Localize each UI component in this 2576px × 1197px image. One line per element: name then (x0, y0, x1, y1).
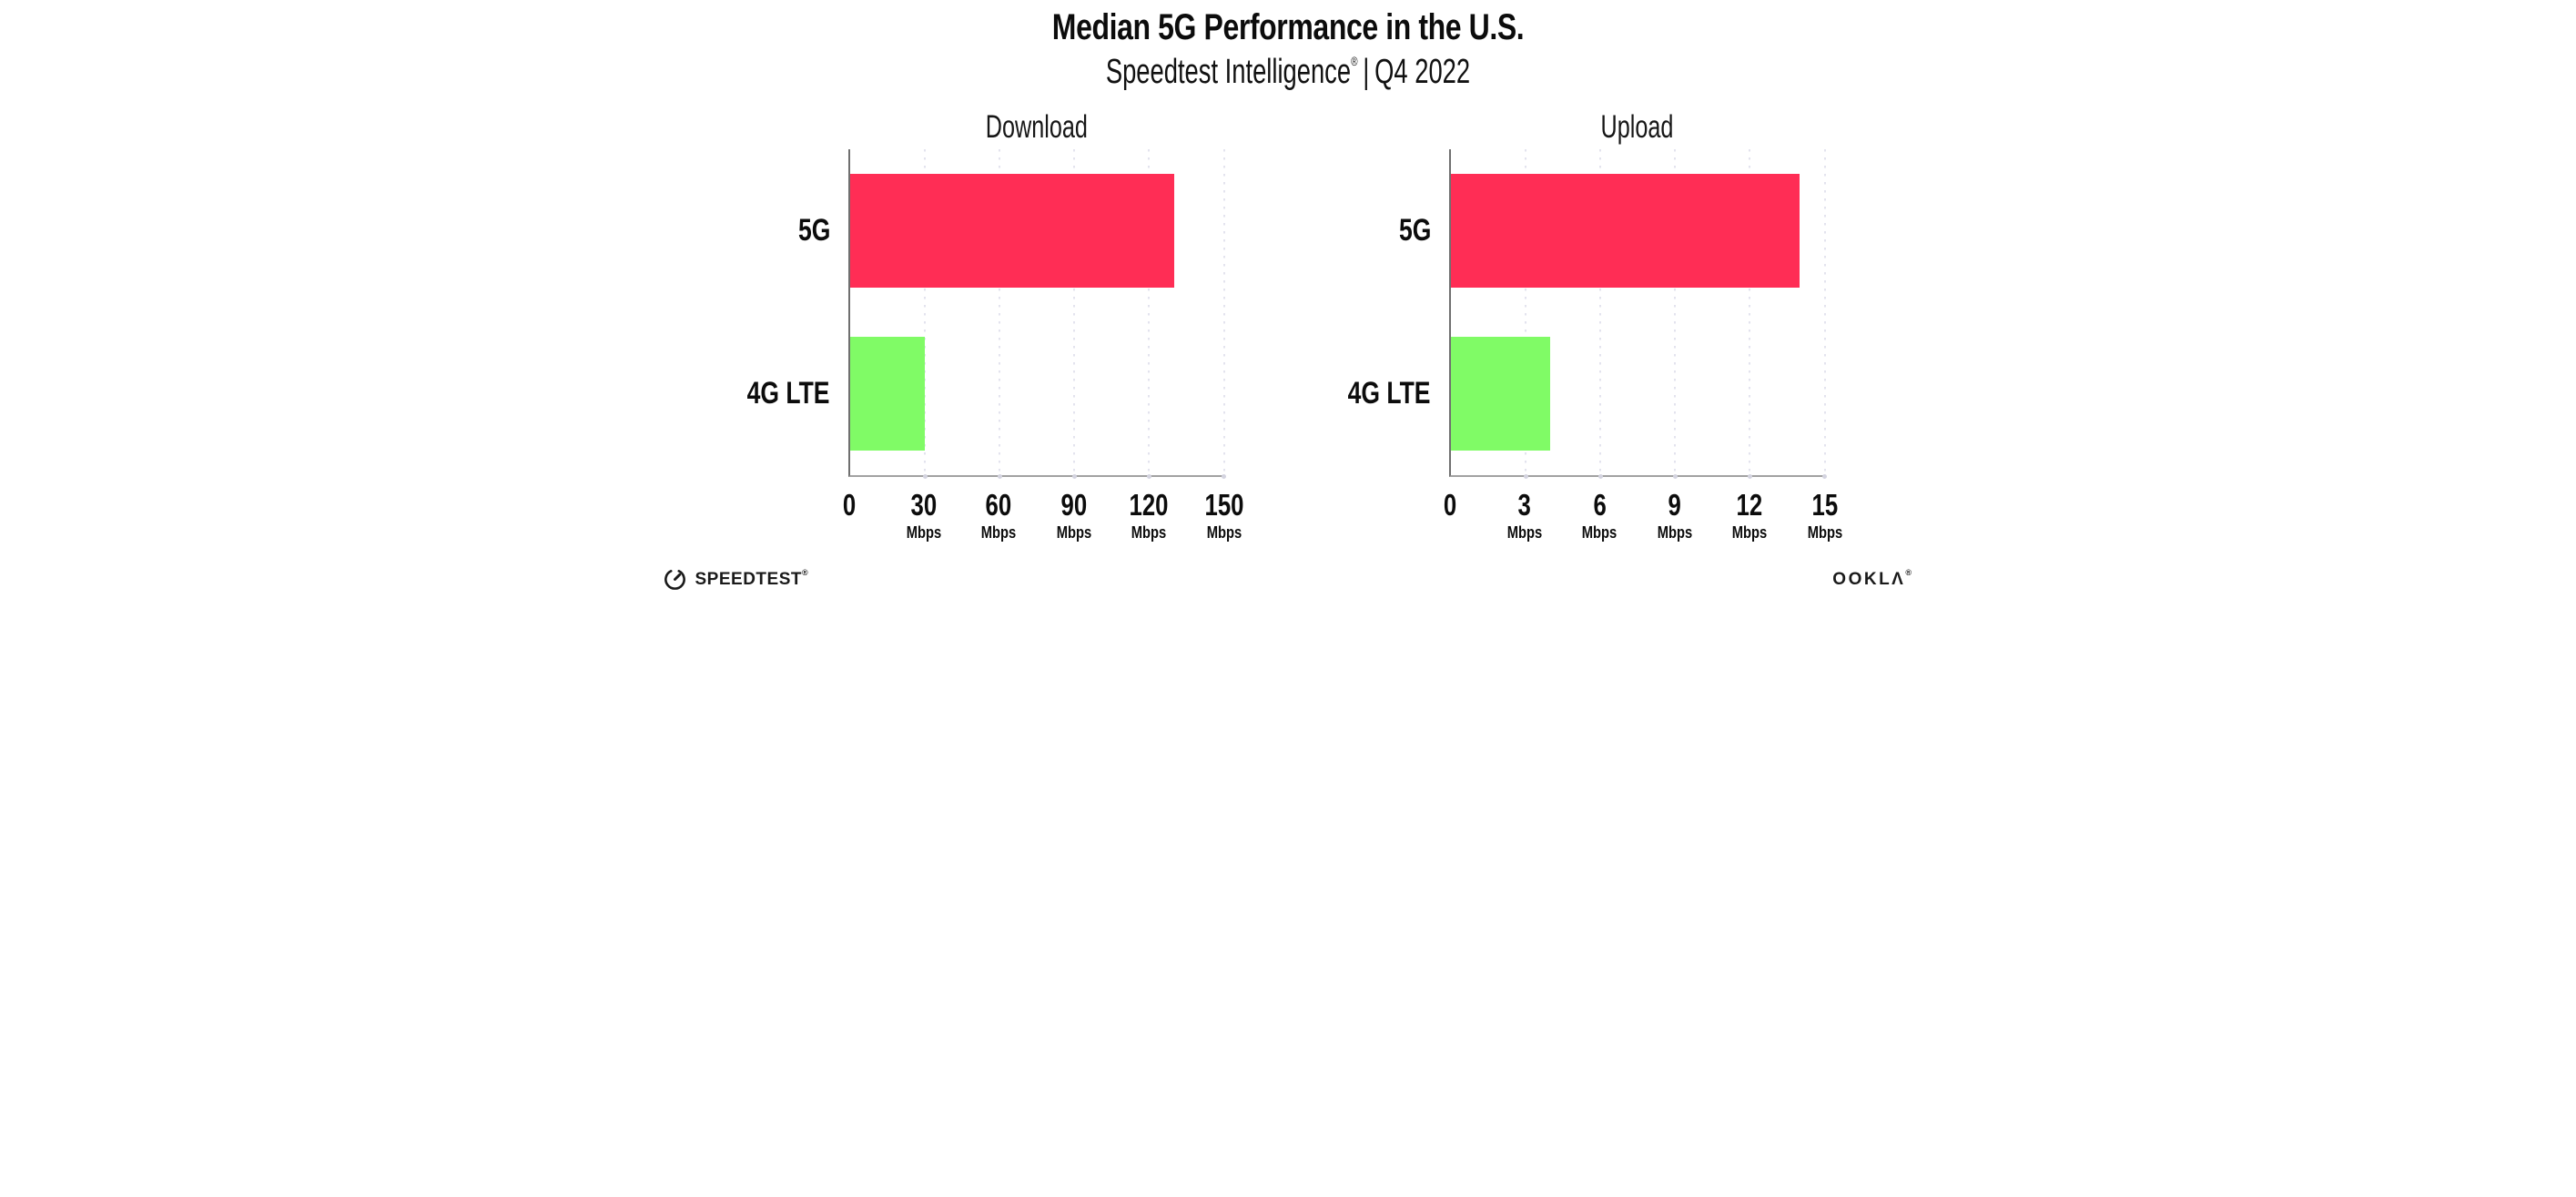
x-tick-value: 0 (1443, 488, 1456, 522)
x-tick-value: 60 (985, 488, 1012, 522)
x-tick-value: 90 (1060, 488, 1088, 522)
x-tick-value: 9 (1668, 488, 1681, 522)
plot-area (847, 149, 1226, 479)
gridline-60 (997, 149, 1002, 479)
registered-mark-icon: ® (1905, 567, 1914, 577)
gridline-30 (922, 149, 928, 479)
bar-4g-lte-download (849, 336, 925, 451)
x-tick-unit: Mbps (1582, 523, 1618, 542)
x-tick-3: 3 Mbps (1503, 490, 1546, 543)
page-title: Median 5G Performance in the U.S. (1051, 7, 1525, 47)
x-tick-unit: Mbps (906, 523, 942, 542)
ookla-logo: OOKLΛ® (1832, 567, 1914, 589)
category-band-5g (1450, 149, 1825, 312)
x-tick-unit: Mbps (1506, 523, 1543, 542)
x-tick-0: 0 (840, 490, 857, 520)
gridline-90 (1071, 149, 1077, 479)
x-tick-9: 9 Mbps (1653, 490, 1696, 543)
speedtest-logo: SPEEDTEST® (663, 567, 809, 592)
gridline-12 (1747, 149, 1752, 479)
download-chart-title: Download (985, 109, 1088, 145)
x-tick-12: 12 Mbps (1729, 490, 1771, 543)
category-band-4g-lte (849, 312, 1224, 475)
gridline-3 (1523, 149, 1528, 479)
x-tick-value: 150 (1204, 488, 1243, 522)
header: Median 5G Performance in the U.S. Speedt… (644, 7, 1932, 92)
x-tick-unit: Mbps (1131, 523, 1167, 542)
x-tick-6: 6 Mbps (1578, 490, 1621, 543)
speedtest-logo-text: SPEEDTEST® (695, 567, 809, 589)
x-tick-value: 15 (1811, 488, 1838, 522)
bar-5g-upload (1450, 173, 1800, 289)
x-tick-15: 15 Mbps (1803, 490, 1846, 543)
x-tick-value: 6 (1593, 488, 1607, 522)
x-tick-unit: Mbps (1056, 523, 1091, 542)
x-tick-value: 12 (1736, 488, 1763, 522)
x-tick-120: 120 Mbps (1124, 490, 1174, 543)
x-tick-150: 150 Mbps (1199, 490, 1249, 543)
x-tick-value: 120 (1129, 488, 1169, 522)
category-label-5g: 5G (797, 213, 830, 248)
x-tick-30: 30 Mbps (902, 490, 945, 543)
bar-5g-download (849, 173, 1174, 289)
page-subtitle: Speedtest Intelligence® | Q4 2022 (644, 53, 1932, 92)
x-tick-unit: Mbps (981, 523, 1017, 542)
upload-chart: Upload 5G 4G LTE 0 3 Mbps 6 Mbps 9 Mbps 12 Mbps 15… (1282, 109, 1842, 555)
charts-row: Download 5G 4G LTE 0 30 Mbps 60 Mbps 90 Mbps 120… (681, 109, 1842, 555)
x-tick-value: 3 (1517, 488, 1532, 522)
x-tick-90: 90 Mbps (1052, 490, 1095, 543)
category-label-4g-lte: 4G LTE (747, 376, 830, 411)
x-tick-unit: Mbps (1731, 523, 1768, 542)
gridline-6 (1597, 149, 1603, 479)
plot-area (1448, 149, 1827, 479)
x-tick-60: 60 Mbps (978, 490, 1020, 543)
category-band-4g-lte (1450, 312, 1825, 475)
x-axis: 0 3 Mbps 6 Mbps 9 Mbps 12 Mbps 15 Mbps (1443, 477, 1841, 555)
upload-chart-title: Upload (1600, 109, 1674, 145)
subtitle-period: Q4 2022 (1374, 53, 1471, 91)
x-tick-value: 30 (910, 488, 938, 522)
registered-mark-icon: ® (1351, 54, 1358, 68)
subtitle-separator: | (1363, 53, 1370, 91)
category-label-5g: 5G (1398, 213, 1431, 248)
x-tick-unit: Mbps (1206, 523, 1242, 542)
bar-4g-lte-upload (1450, 336, 1551, 451)
speedtest-gauge-icon (664, 570, 685, 590)
y-axis-labels: 5G 4G LTE (681, 149, 848, 477)
x-tick-unit: Mbps (1807, 523, 1842, 542)
x-tick-unit: Mbps (1657, 523, 1692, 542)
x-axis: 0 30 Mbps 60 Mbps 90 Mbps 120 Mbps 150 Mbps (842, 477, 1243, 555)
gridline-120 (1146, 149, 1151, 479)
x-tick-0: 0 (1441, 490, 1457, 520)
gridline-15 (1822, 149, 1827, 479)
footer: SPEEDTEST® OOKLΛ® (644, 567, 1932, 592)
category-label-4g-lte: 4G LTE (1348, 376, 1431, 411)
y-axis-labels: 5G 4G LTE (1282, 149, 1449, 477)
trademark-icon: ® (801, 567, 809, 577)
infographic: Median 5G Performance in the U.S. Speedt… (644, 0, 1932, 599)
gridline-150 (1222, 149, 1226, 479)
category-band-5g (849, 149, 1224, 312)
x-tick-value: 0 (842, 488, 856, 522)
gridline-9 (1672, 149, 1678, 479)
subtitle-brand: Speedtest Intelligence (1105, 53, 1352, 91)
download-chart: Download 5G 4G LTE 0 30 Mbps 60 Mbps 90 Mbps 120… (681, 109, 1243, 555)
